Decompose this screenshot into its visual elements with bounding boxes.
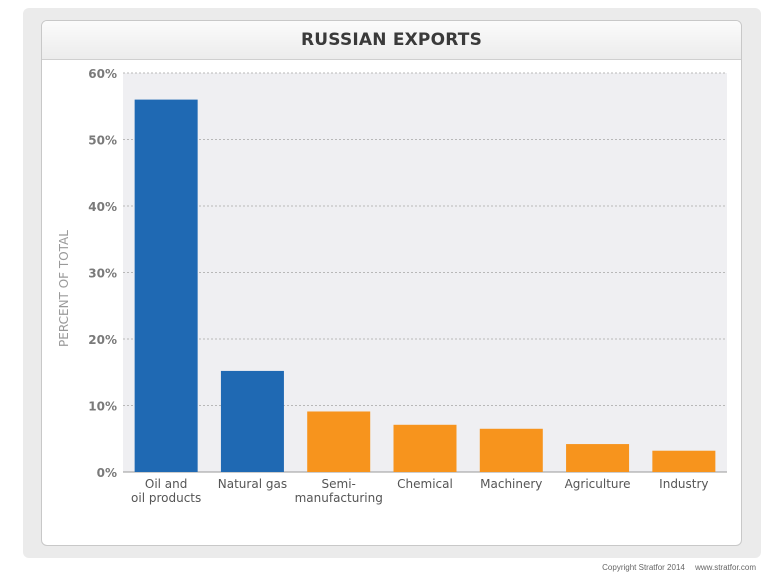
x-tick-label: Industry (659, 477, 708, 491)
x-tick-label: Oil and (145, 477, 188, 491)
bar (652, 450, 716, 472)
bar (566, 444, 630, 472)
x-tick-label: Chemical (397, 477, 453, 491)
footer: Copyright Stratfor 2014 www.stratfor.com (602, 563, 756, 572)
y-tick-label: 50% (88, 134, 117, 148)
x-tick-label: oil products (131, 491, 201, 505)
y-tick-label: 60% (88, 67, 117, 81)
bar (220, 370, 284, 472)
y-tick-label: 0% (97, 466, 117, 480)
x-tick-label: manufacturing (295, 491, 383, 505)
y-axis-label: PERCENT OF TOTAL (57, 230, 71, 347)
x-tick-label: Agriculture (565, 477, 631, 491)
chart-title: RUSSIAN EXPORTS (42, 21, 741, 60)
y-tick-label: 40% (88, 200, 117, 214)
bar (307, 411, 371, 472)
x-tick-label: Machinery (480, 477, 542, 491)
x-tick-label: Semi- (322, 477, 356, 491)
bar (134, 99, 198, 472)
y-tick-label: 10% (88, 400, 117, 414)
x-tick-label: Natural gas (218, 477, 287, 491)
y-tick-label: 30% (88, 267, 117, 281)
source-url: www.stratfor.com (695, 563, 756, 572)
bar (479, 428, 543, 472)
y-tick-label: 20% (88, 333, 117, 347)
bar (393, 424, 457, 472)
copyright-text: Copyright Stratfor 2014 (602, 563, 685, 572)
